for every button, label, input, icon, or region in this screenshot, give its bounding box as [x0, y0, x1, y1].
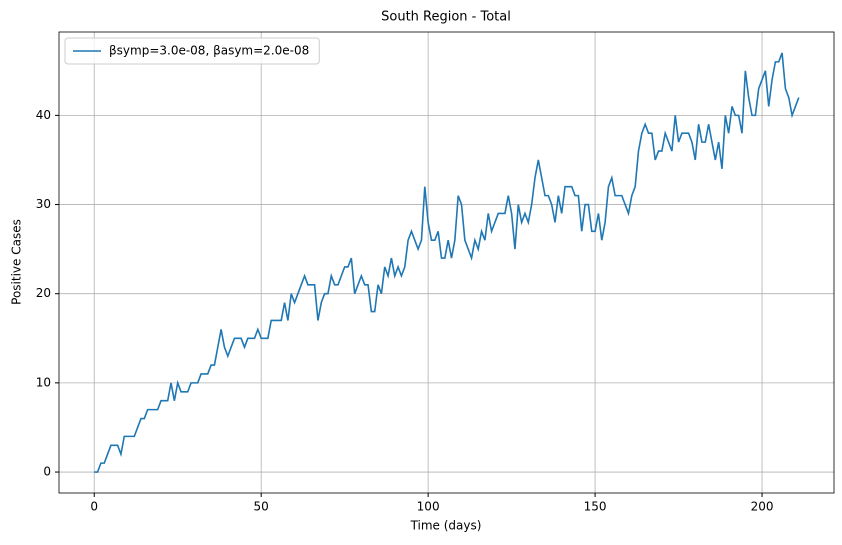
- x-tick-label: 150: [584, 500, 607, 514]
- plot-frame: [58, 31, 835, 494]
- line: [94, 52, 800, 473]
- y-tick-label: 0: [43, 465, 51, 479]
- chart-title: South Region - Total: [381, 10, 511, 25]
- y-tick-label: 40: [36, 108, 51, 122]
- legend: [64, 37, 320, 65]
- x-tick-label: 100: [417, 500, 440, 514]
- x-tick-label: 200: [751, 500, 774, 514]
- legend-label: βsymp=3.0e-08, βasym=2.0e-08: [109, 44, 309, 58]
- x-tick-label: 0: [90, 500, 98, 514]
- y-tick-label: 30: [36, 197, 51, 211]
- x-tick-label: 50: [254, 500, 269, 514]
- y-axis-label: Positive Cases: [10, 219, 24, 305]
- x-axis-label: Time (days): [410, 519, 482, 533]
- y-tick-label: 20: [36, 286, 51, 300]
- y-tick-label: 10: [36, 375, 51, 389]
